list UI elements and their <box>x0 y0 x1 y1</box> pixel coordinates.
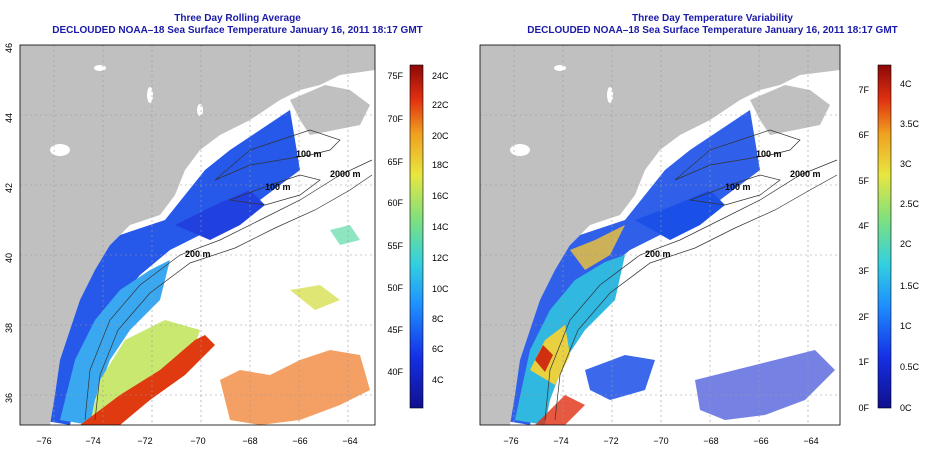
contour-label: 100 m <box>725 182 751 192</box>
x-tick: −74 <box>85 436 100 446</box>
colorbar-label-f: 45F <box>387 325 403 335</box>
colorbar-label-f: 40F <box>387 367 403 377</box>
colorbar-label-f: 0F <box>858 403 869 413</box>
colorbar-label-f: 2F <box>858 312 869 322</box>
colorbar-label-f: 70F <box>387 114 403 124</box>
colorbar-label-f: 7F <box>858 85 869 95</box>
x-tick: −66 <box>292 436 307 446</box>
y-tick: 36 <box>4 393 14 403</box>
colorbar-label-f: 55F <box>387 241 403 251</box>
x-tick: −72 <box>603 436 618 446</box>
x-tick: −66 <box>753 436 768 446</box>
x-tick: −76 <box>36 436 51 446</box>
y-tick: 46 <box>4 43 14 53</box>
colorbar-label-f: 4F <box>858 221 869 231</box>
contour-label: 200 m <box>645 249 671 259</box>
colorbar-label-c: 14C <box>432 222 449 232</box>
colorbar <box>409 64 424 409</box>
contour-label: 2000 m <box>790 169 821 179</box>
x-tick: −68 <box>242 436 257 446</box>
colorbar-label-f: 5F <box>858 176 869 186</box>
colorbar <box>877 64 892 409</box>
colorbar-label-c: 20C <box>432 131 449 141</box>
panel-title: Three Day Temperature Variability <box>632 13 793 24</box>
colorbar-label-c: 24C <box>432 71 449 81</box>
colorbar-label-f: 50F <box>387 283 403 293</box>
y-tick: 40 <box>4 253 14 263</box>
colorbar-label-c: 1C <box>900 321 912 331</box>
x-tick: −64 <box>342 436 357 446</box>
x-tick: −70 <box>190 436 205 446</box>
colorbar-label-c: 4C <box>900 79 912 89</box>
colorbar-label-c: 8C <box>432 314 444 324</box>
colorbar-label-c: 6C <box>432 344 444 354</box>
x-tick: −74 <box>553 436 568 446</box>
colorbar-label-f: 60F <box>387 198 403 208</box>
colorbar-label-c: 22C <box>432 100 449 110</box>
colorbar-label-c: 0.5C <box>900 362 920 372</box>
contour-label: 100 m <box>296 149 322 159</box>
map-average: 100 m 2000 m 100 m 200 m −76 −74 −72 −70… <box>4 43 449 446</box>
x-tick: −68 <box>703 436 718 446</box>
colorbar-label-f: 75F <box>387 71 403 81</box>
x-tick: −64 <box>803 436 818 446</box>
colorbar-label-c: 3C <box>900 159 912 169</box>
colorbar-label-c: 1.5C <box>900 281 920 291</box>
colorbar-label-f: 6F <box>858 130 869 140</box>
panel-subtitle: DECLOUDED NOAA–18 Sea Surface Temperatur… <box>527 25 898 36</box>
y-tick: 38 <box>4 323 14 333</box>
contour-label: 100 m <box>756 149 782 159</box>
contour-label: 100 m <box>265 182 291 192</box>
colorbar-label-c: 0C <box>900 403 912 413</box>
x-tick: −72 <box>137 436 152 446</box>
y-tick: 44 <box>4 113 14 123</box>
panel-variability: Three Day Temperature Variability DECLOU… <box>475 0 950 475</box>
panel-title: Three Day Rolling Average <box>174 13 301 24</box>
colorbar-label-c: 2C <box>900 239 912 249</box>
colorbar-label-c: 2.5C <box>900 199 920 209</box>
panel-subtitle: DECLOUDED NOAA–18 Sea Surface Temperatur… <box>52 25 423 36</box>
colorbar-label-c: 18C <box>432 160 449 170</box>
x-tick: −76 <box>503 436 518 446</box>
colorbar-label-c: 4C <box>432 375 444 385</box>
x-tick: −70 <box>653 436 668 446</box>
colorbar-label-c: 3.5C <box>900 119 920 129</box>
colorbar-label-f: 1F <box>858 357 869 367</box>
panel-average: Three Day Rolling Average DECLOUDED NOAA… <box>4 13 449 446</box>
y-tick: 42 <box>4 183 14 193</box>
colorbar-label-c: 12C <box>432 253 449 263</box>
colorbar-label-f: 3F <box>858 266 869 276</box>
colorbar-label-f: 65F <box>387 157 403 167</box>
contour-label: 200 m <box>185 249 211 259</box>
colorbar-label-c: 10C <box>432 284 449 294</box>
contour-label: 2000 m <box>330 169 361 179</box>
map-variability: 100 m 2000 m 100 m 200 m −76 −74 −72 −70… <box>479 44 920 446</box>
colorbar-label-c: 16C <box>432 191 449 201</box>
